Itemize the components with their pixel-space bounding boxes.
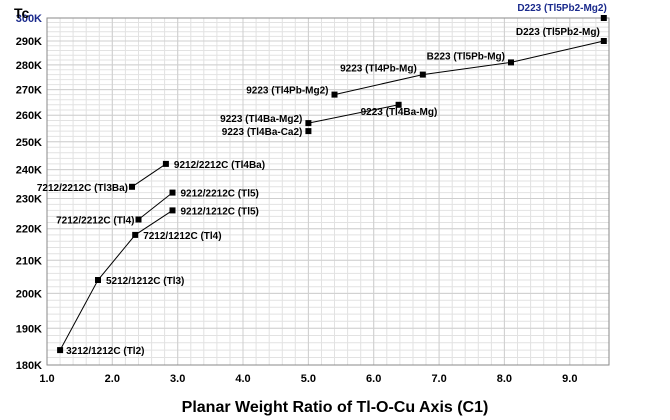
data-point bbox=[135, 216, 142, 223]
data-point bbox=[169, 189, 176, 196]
x-tick-label: 7.0 bbox=[431, 373, 446, 385]
x-tick-label: 4.0 bbox=[235, 373, 250, 385]
point-label: 3212/1212C (Tl2) bbox=[66, 346, 144, 357]
y-axis-ticks: 180K 190K 200K 210K 220K 230K 240K 250K 260K 270K… bbox=[16, 13, 42, 372]
series-line bbox=[308, 104, 399, 124]
point-label: 5212/1212C (Tl3) bbox=[106, 276, 184, 287]
x-tick-label: 5.0 bbox=[301, 373, 316, 385]
y-tick-label: 220K bbox=[16, 224, 42, 236]
data-point bbox=[305, 128, 312, 135]
series-line bbox=[334, 40, 604, 96]
point-label: 7212/1212C (Tl4) bbox=[143, 231, 221, 242]
point-label: 9223 (Tl4Ba-Ca2) bbox=[222, 127, 303, 138]
data-point bbox=[508, 59, 514, 66]
plot-frame bbox=[46, 17, 610, 366]
y-tick-label: 280K bbox=[16, 60, 42, 72]
point-label: 9223 (Tl4Ba-Mg2) bbox=[220, 114, 302, 125]
y-tick-label: 240K bbox=[16, 165, 42, 177]
series-layer bbox=[57, 15, 607, 354]
grid bbox=[46, 17, 610, 366]
data-point bbox=[305, 120, 312, 127]
point-label: B223 (Tl5Pb-Mg) bbox=[427, 51, 505, 62]
y-tick-label: 230K bbox=[16, 194, 42, 206]
data-point bbox=[331, 91, 338, 98]
series-line bbox=[138, 192, 173, 220]
data-point bbox=[395, 101, 402, 108]
x-tick-label: 2.0 bbox=[105, 373, 120, 385]
x-axis-ticks: 1.0 2.0 3.0 4.0 5.0 6.0 7.0 8.0 9.0 bbox=[39, 373, 577, 385]
data-point bbox=[169, 207, 176, 214]
data-point bbox=[132, 231, 139, 238]
x-tick-label: 8.0 bbox=[497, 373, 512, 385]
x-tick-label: 3.0 bbox=[170, 373, 185, 385]
y-tick-label: 190K bbox=[16, 323, 42, 335]
point-label: 9223 (Tl4Ba-Mg) bbox=[361, 107, 438, 118]
point-label: 7212/2212C (Tl3Ba) bbox=[37, 183, 128, 194]
x-tick-label: 9.0 bbox=[562, 373, 577, 385]
point-labels: 3212/1212C (Tl2) 5212/1212C (Tl3) 7212/121… bbox=[37, 3, 607, 357]
y-tick-label: 180K bbox=[16, 360, 42, 372]
series-line bbox=[59, 209, 173, 351]
data-point bbox=[600, 15, 607, 21]
series-line bbox=[131, 163, 167, 188]
point-label: 9212/1212C (Tl5) bbox=[181, 206, 259, 217]
y-tick-label: 200K bbox=[16, 288, 42, 300]
point-label: 9212/2212C (Tl4Ba) bbox=[174, 160, 265, 171]
y-tick-label: 250K bbox=[16, 137, 42, 149]
data-point bbox=[419, 71, 426, 78]
y-tick-label: 260K bbox=[16, 110, 42, 122]
data-point bbox=[57, 347, 64, 354]
x-tick-label: 1.0 bbox=[39, 373, 54, 385]
point-label: 9212/2212C (Tl5) bbox=[181, 189, 259, 200]
x-tick-label: 6.0 bbox=[366, 373, 381, 385]
point-label: D223 (Tl5Pb2-Mg) bbox=[516, 27, 600, 38]
data-point bbox=[162, 160, 169, 167]
x-axis-label: Planar Weight Ratio of Tl-O-Cu Axis (C1) bbox=[182, 399, 489, 416]
data-point bbox=[600, 38, 607, 44]
y-axis-label: Tc bbox=[14, 5, 30, 21]
y-tick-label: 290K bbox=[16, 36, 42, 48]
y-tick-label: 300K bbox=[16, 13, 42, 25]
data-point bbox=[129, 183, 135, 190]
y-tick-label: 270K bbox=[16, 85, 42, 97]
point-label: 9223 (Tl4Pb-Mg) bbox=[340, 64, 417, 75]
point-label: 7212/2212C (Tl4) bbox=[56, 216, 134, 227]
point-label: D223 (Tl5Pb2-Mg2) bbox=[517, 3, 606, 14]
y-tick-label: 210K bbox=[16, 255, 42, 267]
point-label: 9223 (Tl4Pb-Mg2) bbox=[246, 86, 328, 97]
data-point bbox=[95, 277, 101, 283]
